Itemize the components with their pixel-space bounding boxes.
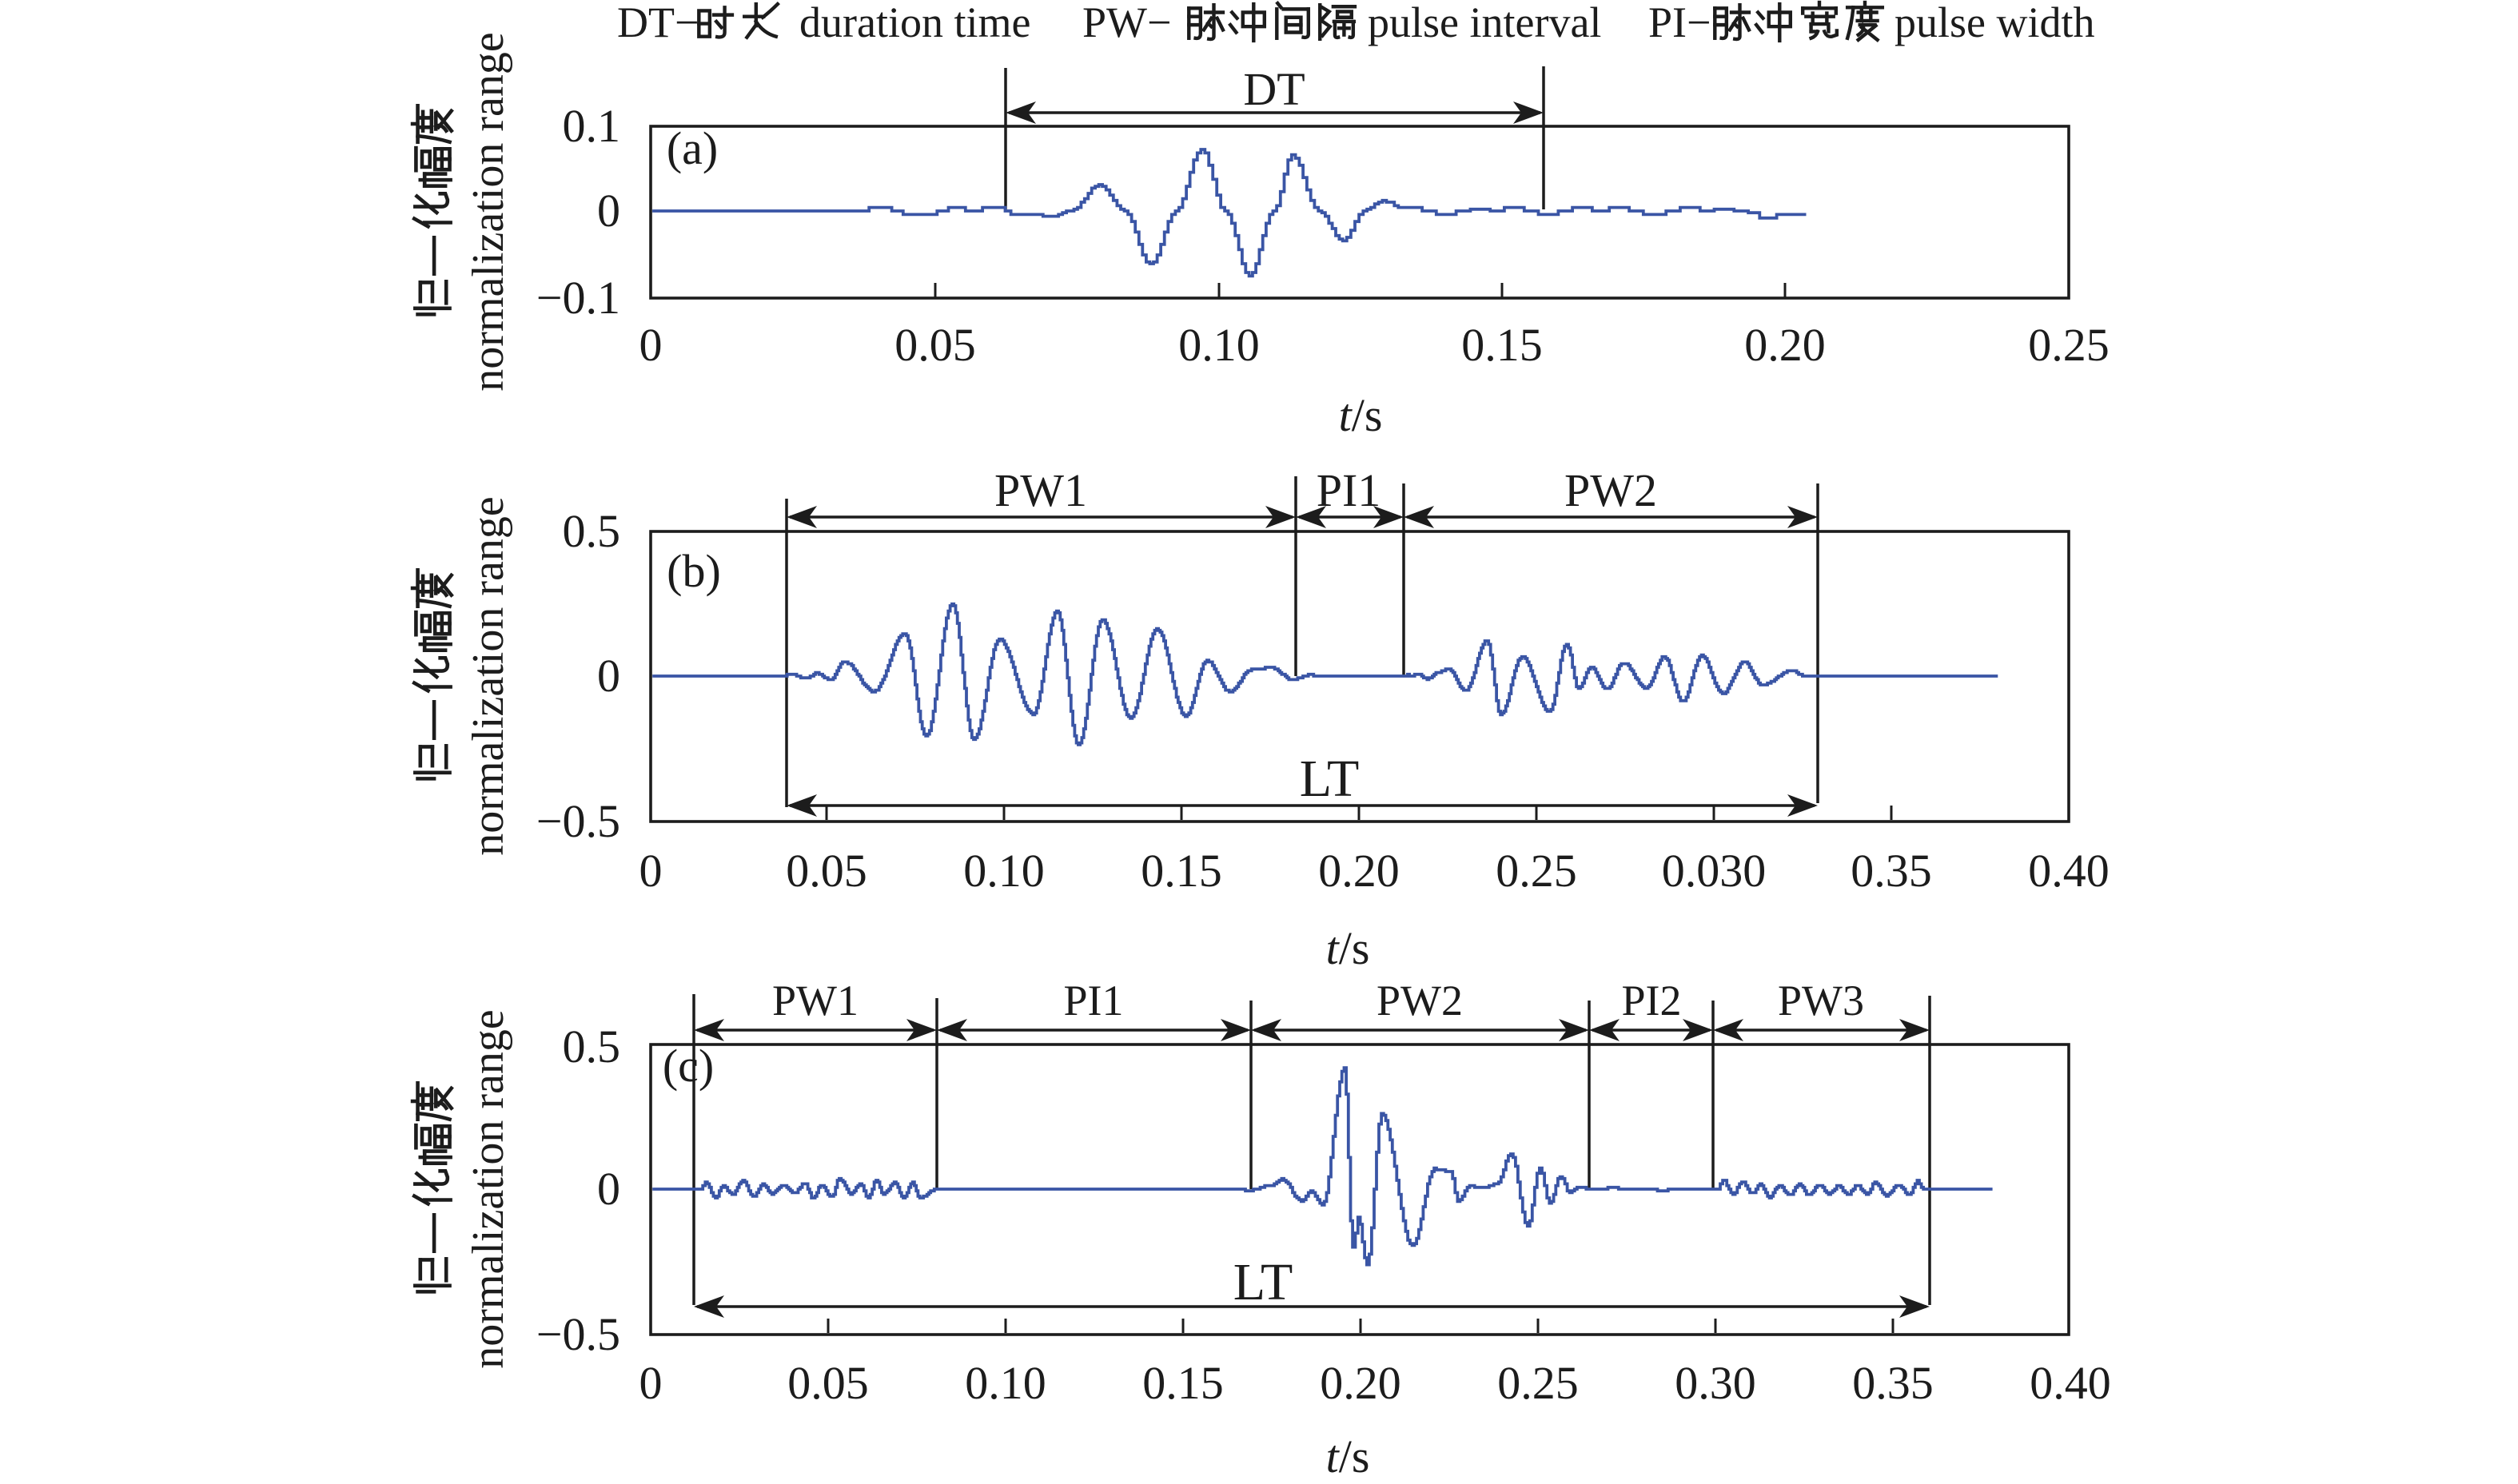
svg-text:0: 0: [639, 319, 663, 371]
svg-text:0.05: 0.05: [786, 845, 867, 897]
svg-text:(a): (a): [667, 122, 718, 174]
svg-text:DT−: DT−: [617, 0, 699, 46]
svg-text:(b): (b): [667, 545, 721, 597]
svg-text:0: 0: [597, 1163, 620, 1215]
svg-text:DT: DT: [1243, 63, 1305, 115]
svg-text:0.5: 0.5: [563, 1020, 621, 1072]
svg-text:duration time: duration time: [799, 0, 1030, 46]
svg-text:LT: LT: [1233, 1253, 1293, 1311]
svg-text:PI1: PI1: [1317, 464, 1381, 516]
svg-text:PI1: PI1: [1063, 977, 1123, 1024]
svg-text:t/s: t/s: [1339, 389, 1383, 441]
svg-text:0.05: 0.05: [787, 1357, 869, 1409]
svg-text:0: 0: [639, 845, 663, 897]
svg-text:PI−: PI−: [1648, 0, 1711, 46]
svg-text:0: 0: [639, 1357, 663, 1409]
svg-text:normalization range: normalization range: [464, 1009, 513, 1368]
svg-text:0.20: 0.20: [1744, 319, 1826, 371]
svg-text:(c): (c): [663, 1040, 714, 1092]
svg-text:0.15: 0.15: [1142, 1357, 1224, 1409]
svg-text:LT: LT: [1300, 750, 1360, 808]
svg-text:−0.1: −0.1: [536, 272, 620, 324]
svg-text:0.1: 0.1: [563, 100, 621, 152]
svg-text:t/s: t/s: [1326, 922, 1370, 974]
svg-text:PI2: PI2: [1621, 977, 1681, 1024]
svg-text:0.25: 0.25: [1496, 845, 1577, 897]
svg-text:PW1: PW1: [994, 464, 1087, 516]
svg-text:normalization range: normalization range: [464, 496, 513, 855]
svg-text:0.25: 0.25: [1497, 1357, 1579, 1409]
svg-text:0.40: 0.40: [2030, 1357, 2111, 1409]
svg-text:0.10: 0.10: [965, 1357, 1046, 1409]
svg-text:0.15: 0.15: [1141, 845, 1222, 897]
svg-text:−0.5: −0.5: [536, 1308, 620, 1360]
svg-text:0.30: 0.30: [1675, 1357, 1756, 1409]
svg-text:0.40: 0.40: [2028, 845, 2110, 897]
svg-text:PW2: PW2: [1564, 464, 1657, 516]
svg-text:0.35: 0.35: [1851, 845, 1932, 897]
svg-text:t/s: t/s: [1326, 1430, 1370, 1480]
svg-text:0.5: 0.5: [563, 505, 621, 557]
svg-text:PW3: PW3: [1778, 977, 1864, 1024]
svg-text:0.20: 0.20: [1318, 845, 1400, 897]
svg-text:0.25: 0.25: [2028, 319, 2110, 371]
svg-text:0.35: 0.35: [1852, 1357, 1934, 1409]
svg-text:−0.5: −0.5: [536, 795, 620, 847]
svg-text:0.030: 0.030: [1662, 845, 1767, 897]
svg-text:PW1: PW1: [772, 977, 859, 1024]
svg-text:PW2: PW2: [1377, 977, 1463, 1024]
svg-text:PW−: PW−: [1082, 0, 1171, 46]
svg-text:0: 0: [597, 650, 620, 702]
svg-text:0: 0: [597, 185, 620, 237]
svg-text:0.15: 0.15: [1461, 319, 1543, 371]
svg-text:0.05: 0.05: [894, 319, 976, 371]
svg-text:0.10: 0.10: [1178, 319, 1260, 371]
svg-text:pulse width: pulse width: [1894, 0, 2095, 46]
svg-text:0.10: 0.10: [963, 845, 1045, 897]
svg-text:0.20: 0.20: [1320, 1357, 1401, 1409]
svg-text:normalization range: normalization range: [464, 32, 513, 391]
svg-text:pulse interval: pulse interval: [1368, 0, 1601, 46]
